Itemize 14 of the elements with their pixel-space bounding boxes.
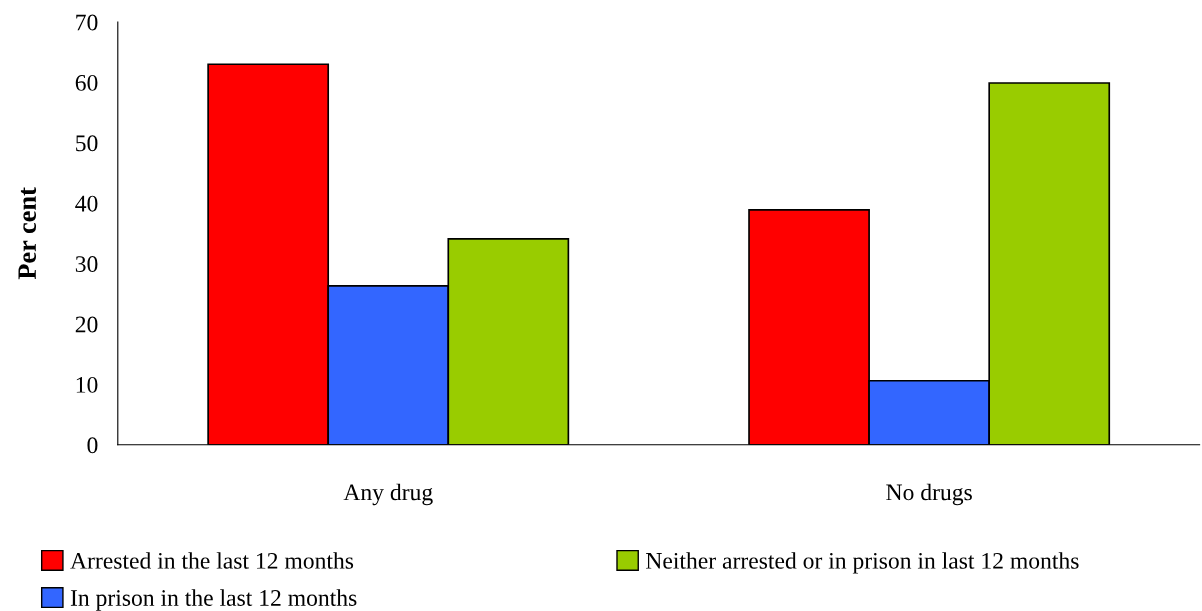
y-tick-label: 70 — [76, 14, 98, 31]
y-tick-label: 40 — [75, 195, 98, 212]
y-tick-label: 30 — [75, 256, 98, 273]
y-tick-label: 0 — [87, 437, 98, 454]
y-tick-label: 60 — [75, 74, 98, 91]
y-axis-title: Per cent — [18, 187, 37, 280]
x-tick-label: Any drug — [343, 483, 433, 506]
legend-label: Neither arrested or in prison in last 12 months — [646, 552, 1079, 574]
y-tick-label: 20 — [75, 316, 98, 333]
x-tick-label: No drugs — [886, 483, 972, 506]
y-tick-label: 50 — [76, 135, 98, 152]
legend-label: In prison in the last 12 months — [70, 589, 357, 611]
legend-label: Arrested in the last 12 months — [70, 552, 354, 569]
y-tick-label: 10 — [76, 376, 98, 393]
